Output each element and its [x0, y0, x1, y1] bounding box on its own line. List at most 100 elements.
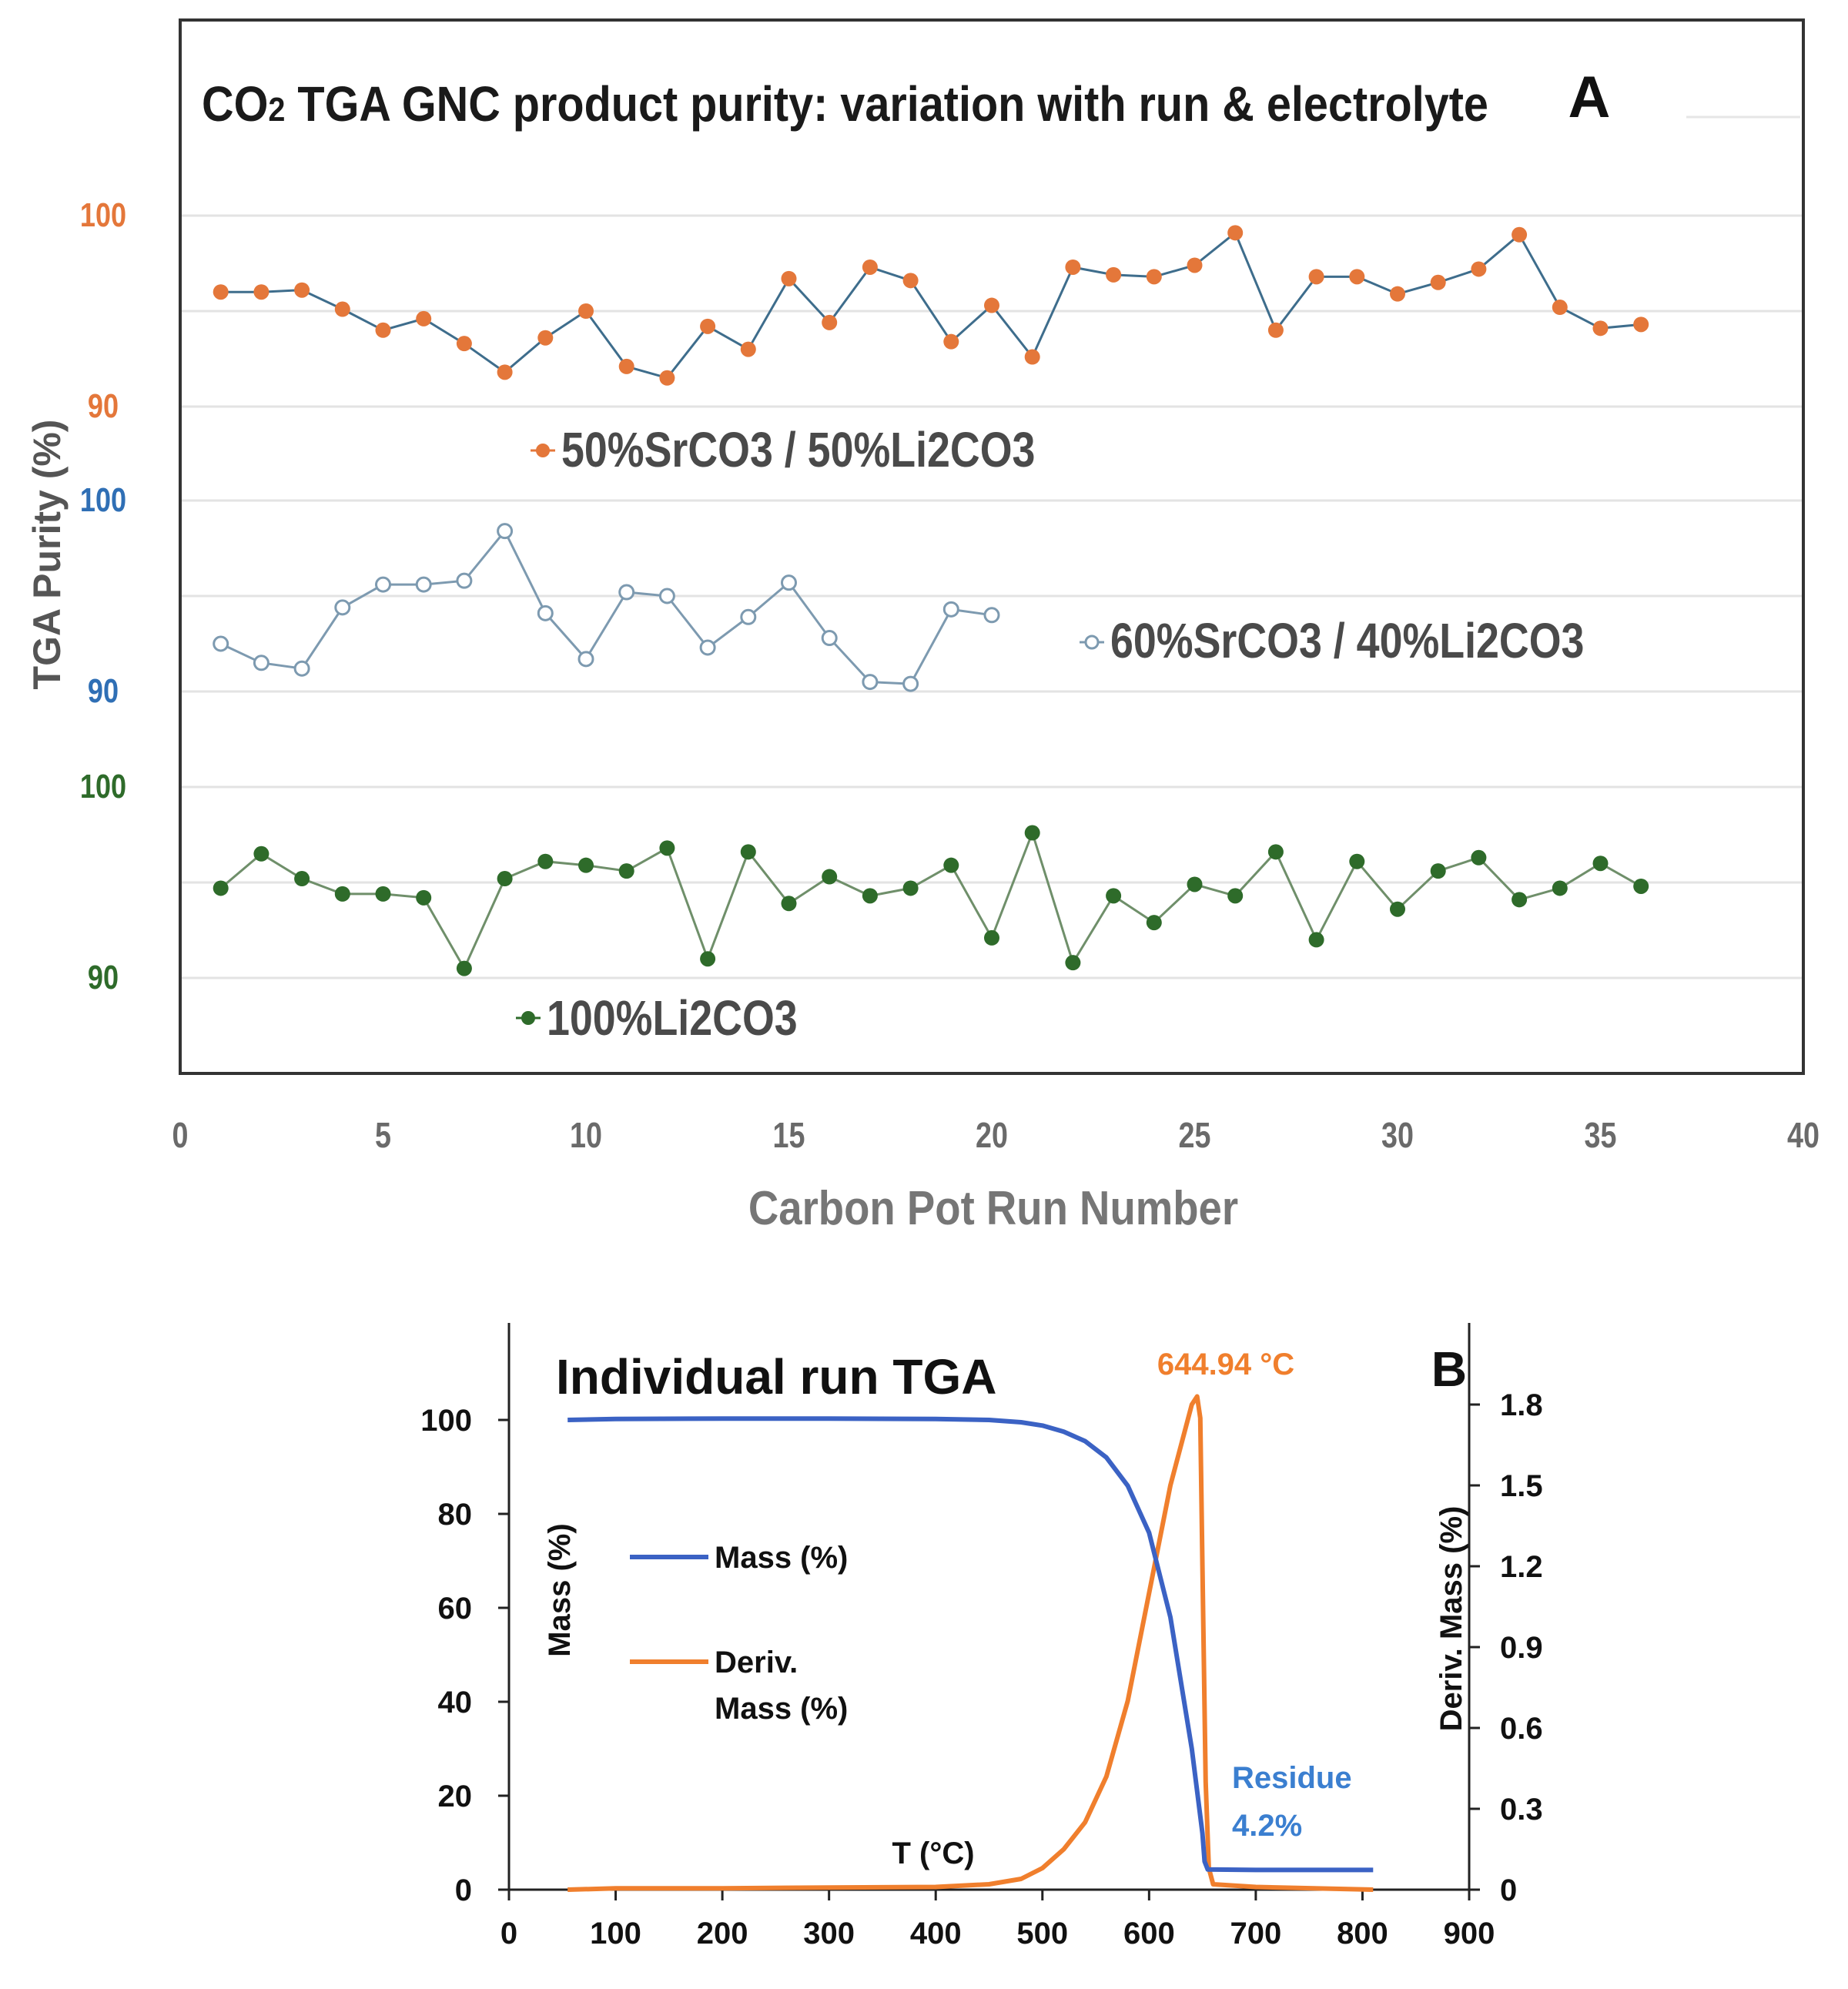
x-tick-label: 30	[1381, 1115, 1414, 1154]
data-point	[1552, 300, 1568, 316]
data-point	[578, 651, 594, 668]
legend-label: 50%SrCO3 / 50%Li2CO3	[561, 422, 1035, 478]
data-point	[1390, 901, 1405, 917]
data-point	[1267, 322, 1284, 338]
data-point	[456, 336, 472, 352]
x-tick-label: 900	[1444, 1917, 1495, 1950]
data-point	[1267, 844, 1284, 860]
panel-b-x-axis-label: T (°C)	[892, 1837, 974, 1870]
x-tick-label: 35	[1585, 1115, 1617, 1154]
legend-label: 60%SrCO3 / 40%Li2CO3	[1110, 613, 1584, 669]
x-tick-label: 300	[803, 1917, 855, 1950]
data-point	[902, 675, 919, 692]
data-point	[537, 853, 554, 869]
data-point	[1187, 257, 1203, 273]
y2-tick-label: 0.3	[1500, 1793, 1543, 1827]
data-point	[213, 284, 229, 300]
deriv-mass-line	[567, 1394, 1374, 1892]
data-point	[294, 871, 310, 887]
data-point	[1430, 274, 1446, 290]
data-point	[578, 303, 594, 319]
legend-marker	[521, 1011, 535, 1025]
y2-tick-label: 0	[1500, 1873, 1517, 1907]
x-tick-label: 10	[570, 1115, 602, 1154]
panel-a-legend: 50%SrCO3 / 50%Li2CO3 60%SrCO3 / 40%Li2CO3…	[516, 422, 1584, 1046]
data-point	[1106, 266, 1122, 283]
data-point	[1024, 349, 1040, 365]
y-tick-label: 90	[88, 672, 119, 710]
data-point	[213, 880, 229, 896]
data-point	[822, 314, 838, 330]
x-tick-label: 0	[500, 1917, 517, 1950]
panel-a-y-axis-label: TGA Purity (%)	[25, 420, 69, 690]
legend-marker	[536, 444, 550, 457]
data-point	[375, 322, 391, 338]
data-point	[781, 896, 797, 912]
panel-a-letter: A	[1568, 65, 1611, 130]
data-point	[1024, 825, 1040, 841]
data-point	[659, 840, 675, 856]
data-point	[983, 607, 1000, 624]
x-tick-label: 500	[1016, 1917, 1068, 1950]
panel-a-x-ticks: 0 5 10 15 20 25 30 35 40	[172, 1115, 1820, 1154]
data-point	[1106, 888, 1122, 904]
panel-a-frame	[179, 18, 1805, 1075]
data-point	[740, 341, 756, 357]
data-point	[253, 845, 270, 862]
y-tick-label: 100	[420, 1404, 472, 1438]
data-point	[375, 886, 391, 902]
data-point	[1552, 880, 1568, 896]
panel-b-series	[567, 1394, 1374, 1892]
y-tick-label: 100	[80, 768, 126, 805]
panel-b-residue-label: Residue	[1232, 1761, 1352, 1795]
y2-tick-label: 1.2	[1500, 1550, 1543, 1584]
data-point	[943, 333, 959, 350]
data-point	[1308, 269, 1324, 285]
data-point	[213, 635, 229, 652]
data-point	[659, 370, 675, 386]
data-point	[1349, 853, 1365, 869]
panel-b-peak-annotation: 644.94 °C	[1157, 1348, 1294, 1381]
data-point	[862, 888, 878, 904]
data-point	[902, 880, 919, 896]
data-point	[740, 844, 756, 860]
data-point	[618, 584, 635, 601]
data-point	[699, 639, 716, 656]
data-point	[781, 574, 797, 591]
panel-b-y-axis-label: Mass (%)	[543, 1523, 577, 1656]
data-point	[984, 297, 999, 313]
series-1	[213, 225, 1649, 386]
x-tick-label: 20	[976, 1115, 1008, 1154]
data-point	[1065, 259, 1081, 275]
legend-mass-label: Mass (%)	[715, 1541, 848, 1575]
legend-marker	[1084, 635, 1100, 650]
panel-a: CO2 TGA GNC product purity: variation wi…	[25, 18, 1820, 1235]
x-tick-label: 600	[1123, 1917, 1175, 1950]
data-point	[740, 608, 757, 625]
data-point	[618, 358, 634, 374]
panel-b-title: Individual run TGA	[556, 1349, 996, 1405]
panel-b: 0 100 200 300 400 500 600 700 800 900020406080100…	[420, 1323, 1543, 1950]
data-point	[334, 599, 351, 616]
data-point	[862, 259, 878, 275]
data-point	[375, 576, 391, 593]
data-point	[293, 660, 310, 677]
y2-tick-label: 1.5	[1500, 1469, 1543, 1503]
y-tick-label: 0	[455, 1873, 472, 1907]
mass-line	[567, 1416, 1374, 1873]
data-point	[415, 576, 432, 593]
y-tick-label: 40	[438, 1686, 473, 1719]
data-point	[456, 960, 472, 976]
data-point	[537, 330, 554, 346]
data-point	[984, 929, 999, 946]
x-tick-label: 800	[1337, 1917, 1388, 1950]
data-point	[1592, 320, 1609, 337]
panel-a-gridlines	[182, 214, 1802, 979]
data-point	[862, 674, 879, 691]
data-point	[1187, 876, 1203, 892]
legend-deriv-label-2: Mass (%)	[715, 1692, 848, 1726]
data-point	[700, 951, 716, 967]
y-tick-label: 100	[80, 481, 126, 519]
series-2	[213, 523, 1000, 692]
